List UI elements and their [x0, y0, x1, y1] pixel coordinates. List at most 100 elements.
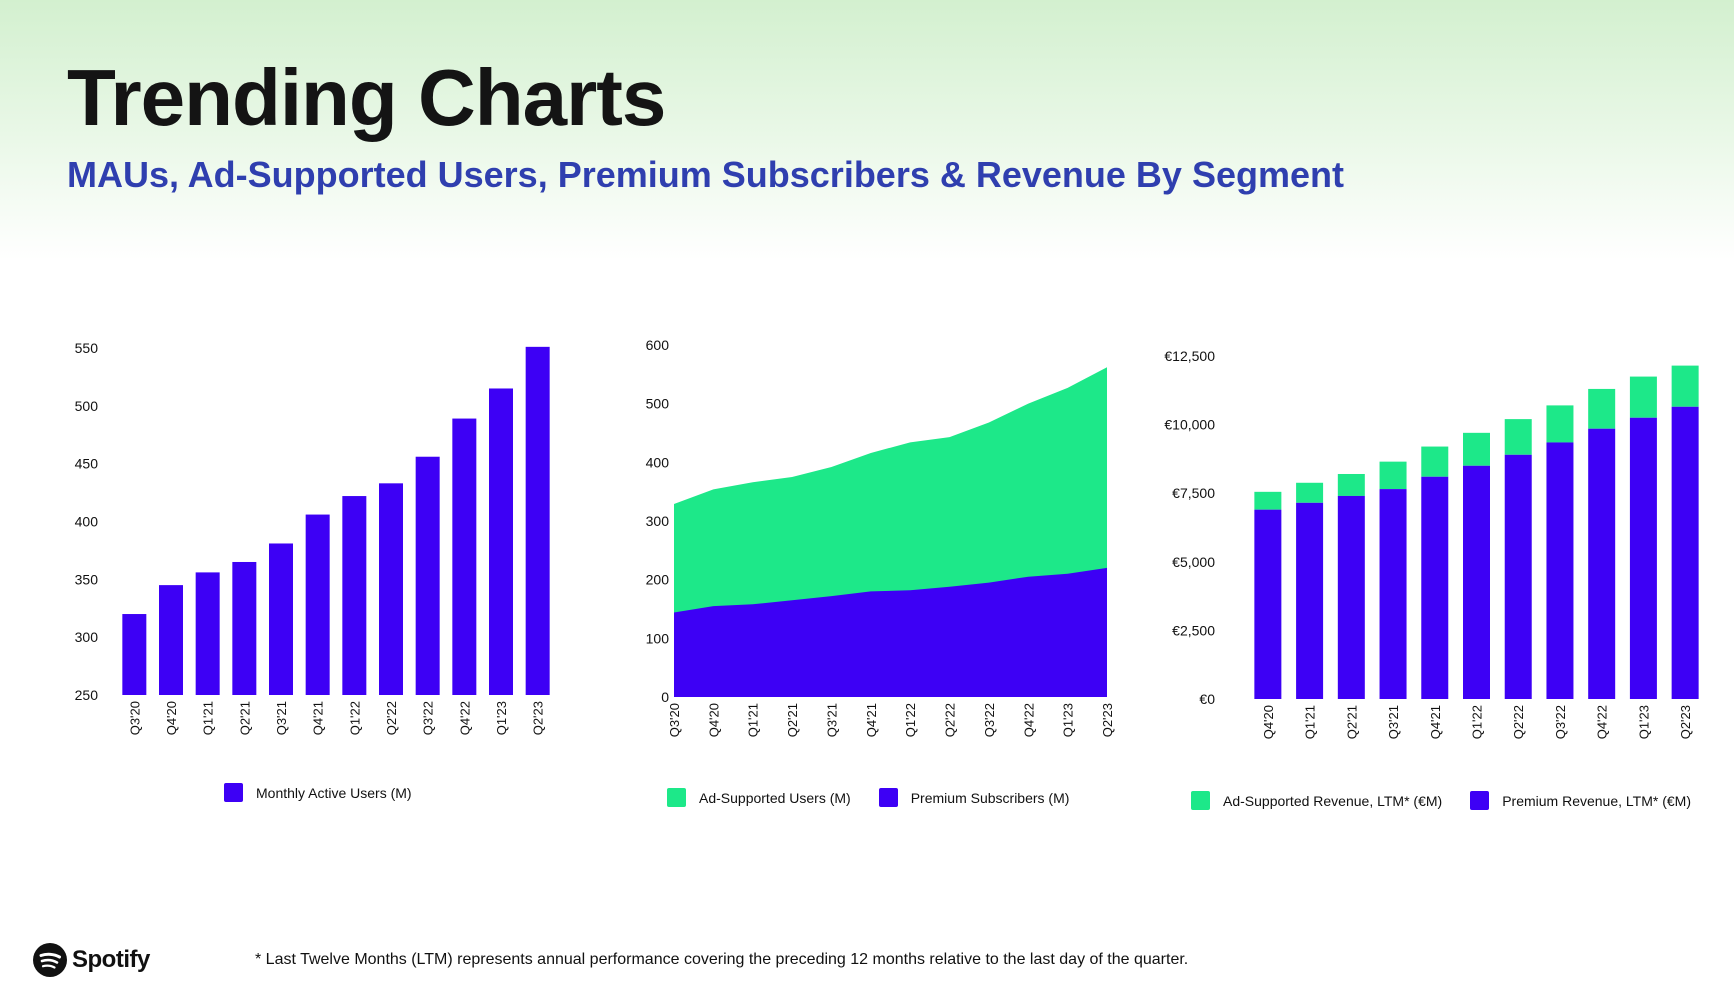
- y-tick-label: €0: [1199, 691, 1215, 707]
- premium-revenue-bar: [1254, 509, 1282, 699]
- x-tick-label: Q1'21: [201, 701, 216, 735]
- page-title: Trending Charts: [67, 53, 666, 142]
- x-tick-label: Q2'22: [384, 701, 399, 735]
- x-tick-label: Q3'21: [1386, 705, 1401, 739]
- x-tick-label: Q1'23: [1636, 705, 1651, 739]
- x-tick-label: Q1'22: [903, 703, 918, 737]
- x-tick-label: Q4'21: [1428, 705, 1443, 739]
- legend-swatch-green: [1191, 791, 1210, 810]
- y-tick-label: €7,500: [1172, 485, 1215, 501]
- page-subtitle: MAUs, Ad-Supported Users, Premium Subscr…: [67, 154, 1344, 195]
- x-tick-label: Q3'20: [127, 701, 142, 735]
- x-tick-label: Q1'22: [347, 701, 362, 735]
- x-tick-label: Q4'22: [1021, 703, 1036, 737]
- x-tick-label: Q2'23: [1678, 705, 1693, 739]
- y-tick-label: 450: [75, 456, 99, 472]
- legend-label-ad-revenue: Ad-Supported Revenue, LTM* (€M): [1223, 792, 1443, 809]
- mau-bar: [415, 456, 440, 695]
- y-tick-label: 550: [75, 340, 99, 356]
- legend-item-mau: Monthly Active Users (M): [224, 783, 412, 802]
- premium-revenue-bar: [1421, 476, 1449, 699]
- x-tick-label: Q3'21: [824, 703, 839, 737]
- legend-item-ad-users: Ad-Supported Users (M): [667, 788, 851, 807]
- x-tick-label: Q4'20: [1261, 705, 1276, 739]
- x-tick-label: Q3'20: [667, 703, 682, 737]
- y-tick-label: €5,000: [1172, 554, 1215, 570]
- legend-swatch-purple: [224, 783, 243, 802]
- ad-revenue-bar: [1629, 376, 1657, 418]
- x-tick-label: Q2'22: [943, 703, 958, 737]
- x-tick-label: Q1'21: [1303, 705, 1318, 739]
- mau-bar: [342, 496, 367, 695]
- ad-revenue-bar: [1296, 482, 1324, 503]
- x-tick-label: Q2'21: [785, 703, 800, 737]
- x-tick-label: Q1'23: [1061, 703, 1076, 737]
- y-tick-label: €2,500: [1172, 622, 1215, 638]
- y-tick-label: €10,000: [1164, 417, 1215, 433]
- mau-bar: [232, 561, 257, 695]
- ad-revenue-bar: [1254, 491, 1282, 510]
- mau-bar: [452, 418, 477, 695]
- ad-revenue-bar: [1463, 432, 1490, 466]
- x-tick-label: Q2'23: [1100, 703, 1115, 737]
- mau-bar: [159, 585, 183, 695]
- y-tick-label: 100: [646, 630, 670, 646]
- mau-bar: [122, 614, 147, 695]
- x-tick-label: Q4'20: [706, 703, 721, 737]
- premium-revenue-bar: [1463, 465, 1490, 699]
- legend-chart3: Ad-Supported Revenue, LTM* (€M) Premium …: [1191, 791, 1691, 810]
- legend-chart1: Monthly Active Users (M): [224, 783, 412, 802]
- y-tick-label: €12,500: [1164, 348, 1215, 364]
- mau-bar: [305, 514, 330, 695]
- x-tick-label: Q1'23: [494, 701, 509, 735]
- legend-swatch-purple: [878, 788, 898, 807]
- x-tick-label: Q3'22: [1553, 705, 1568, 739]
- footnote: * Last Twelve Months (LTM) represents an…: [255, 951, 1189, 968]
- premium-revenue-bar: [1671, 406, 1699, 699]
- mau-bar: [195, 572, 220, 695]
- x-tick-label: Q1'22: [1470, 705, 1485, 739]
- x-tick-label: Q1'21: [746, 703, 761, 737]
- x-tick-label: Q4'22: [1595, 705, 1610, 739]
- legend-item-ad-revenue: Ad-Supported Revenue, LTM* (€M): [1191, 791, 1442, 810]
- legend-item-premium-subs: Premium Subscribers (M): [878, 788, 1070, 807]
- ad-revenue-bar: [1504, 419, 1532, 455]
- y-tick-label: 500: [75, 398, 99, 414]
- mau-bar: [379, 483, 403, 695]
- x-tick-label: Q4'21: [864, 703, 879, 737]
- x-tick-label: Q3'22: [982, 703, 997, 737]
- x-tick-label: Q2'23: [531, 701, 546, 735]
- y-tick-label: 300: [646, 513, 670, 529]
- y-tick-label: 250: [75, 687, 99, 703]
- x-tick-label: Q2'22: [1511, 705, 1526, 739]
- x-tick-label: Q3'21: [274, 701, 289, 735]
- legend-label-premium-revenue: Premium Revenue, LTM* (€M): [1502, 792, 1691, 809]
- ad-revenue-bar: [1671, 365, 1699, 407]
- y-tick-label: 200: [646, 572, 670, 588]
- y-tick-label: 600: [646, 337, 670, 353]
- y-tick-label: 400: [75, 514, 99, 530]
- mau-bar: [269, 543, 293, 695]
- ad-revenue-bar: [1379, 461, 1407, 490]
- legend-swatch-green: [667, 788, 686, 807]
- y-tick-label: 350: [75, 571, 99, 587]
- x-tick-label: Q4'22: [457, 701, 472, 735]
- premium-revenue-bar: [1296, 502, 1324, 699]
- legend-item-premium-revenue: Premium Revenue, LTM* (€M): [1470, 791, 1691, 810]
- legend-label-mau: Monthly Active Users (M): [256, 784, 412, 801]
- ad-revenue-bar: [1421, 446, 1449, 477]
- x-tick-label: Q4'21: [311, 701, 326, 735]
- premium-revenue-bar: [1629, 417, 1657, 699]
- legend-chart2: Ad-Supported Users (M) Premium Subscribe…: [667, 788, 1069, 807]
- mau-bar: [525, 346, 550, 695]
- x-tick-label: Q3'22: [421, 701, 436, 735]
- spotify-logo-text: Spotify: [72, 946, 150, 973]
- x-tick-label: Q2'21: [1344, 705, 1359, 739]
- legend-swatch-purple: [1470, 791, 1490, 810]
- y-tick-label: 300: [75, 629, 99, 645]
- legend-label-premium-subs: Premium Subscribers (M): [910, 789, 1070, 806]
- mau-bar: [489, 388, 513, 695]
- y-tick-label: 0: [661, 689, 669, 705]
